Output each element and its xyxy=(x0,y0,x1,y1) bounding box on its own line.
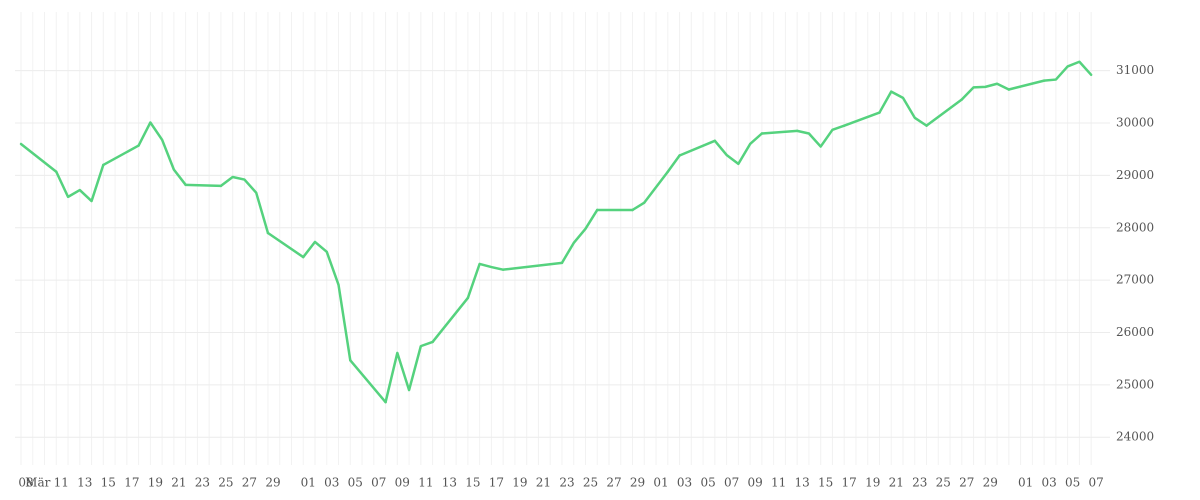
line xyxy=(795,124,846,148)
x-tick-label: 25 xyxy=(936,476,951,490)
line-bridge xyxy=(842,111,881,127)
line-bridge xyxy=(501,261,564,271)
y-tick-label: 27000 xyxy=(1116,273,1154,287)
y-tick-label: 24000 xyxy=(1116,430,1154,444)
x-tick-label: 17 xyxy=(124,476,139,490)
x-tick-label: 19 xyxy=(148,476,163,490)
line-bridge xyxy=(349,359,387,404)
x-tick-label: Mär xyxy=(25,476,50,490)
x-tick-label: 27 xyxy=(959,476,974,490)
x-tick-label: 29 xyxy=(983,476,998,490)
line-bridge xyxy=(102,144,140,167)
line xyxy=(384,340,434,404)
x-tick-label: 29 xyxy=(265,476,280,490)
x-tick-label: 11 xyxy=(54,476,69,490)
line-bridge xyxy=(678,139,717,157)
x-tick-label: 03 xyxy=(677,476,692,490)
line xyxy=(219,175,270,235)
x-tick-label: 17 xyxy=(489,476,504,490)
line-bridge xyxy=(1007,79,1046,91)
x-tick-label: 01 xyxy=(653,476,668,490)
x-tick-label: 21 xyxy=(536,476,551,490)
x-tick-label: 15 xyxy=(101,476,116,490)
line-bridge xyxy=(266,231,305,259)
x-tick-label: 25 xyxy=(218,476,233,490)
x-tick-label: 27 xyxy=(606,476,621,490)
x-tick-label: 07 xyxy=(724,476,739,490)
x-tick-label: 29 xyxy=(630,476,645,490)
line-bridge xyxy=(431,296,470,344)
line xyxy=(878,90,928,127)
x-tick-label: 05 xyxy=(700,476,715,490)
x-tick-label: 25 xyxy=(583,476,598,490)
line-bridge xyxy=(760,129,799,135)
y-tick-label: 30000 xyxy=(1116,116,1154,130)
line-bridge xyxy=(184,183,223,188)
x-tick-label: 17 xyxy=(842,476,857,490)
x-tick-label: 11 xyxy=(418,476,433,490)
x-tick-label: 27 xyxy=(242,476,257,490)
line xyxy=(55,163,105,203)
y-tick-label: 26000 xyxy=(1116,325,1154,339)
x-tick-label: 07 xyxy=(1089,476,1104,490)
x-tick-label: 19 xyxy=(865,476,880,490)
x-tick-label: 09 xyxy=(395,476,410,490)
x-tick-label: 23 xyxy=(912,476,927,490)
x-tick-label: 08 xyxy=(18,476,33,490)
x-tick-label: 09 xyxy=(747,476,762,490)
line-bridge xyxy=(19,142,58,173)
y-tick-label: 29000 xyxy=(1116,168,1154,182)
line xyxy=(960,82,1011,101)
x-tick-label: 05 xyxy=(348,476,363,490)
x-tick-label: 15 xyxy=(818,476,833,490)
line xyxy=(137,121,187,187)
line xyxy=(560,208,599,265)
x-tick-label: 13 xyxy=(77,476,92,490)
line xyxy=(301,240,352,362)
x-tick-label: 13 xyxy=(795,476,810,490)
x-tick-label: 07 xyxy=(371,476,386,490)
x-tick-label: 13 xyxy=(442,476,457,490)
line xyxy=(1042,60,1093,82)
y-tick-label: 28000 xyxy=(1116,220,1154,234)
x-tick-label: 23 xyxy=(559,476,574,490)
x-tick-label: 19 xyxy=(512,476,527,490)
x-tick-label: 03 xyxy=(324,476,339,490)
line xyxy=(466,262,505,300)
x-tick-label: 15 xyxy=(465,476,480,490)
line xyxy=(713,132,764,166)
x-tick-label: 11 xyxy=(771,476,786,490)
line xyxy=(631,201,646,212)
line-bridge xyxy=(643,170,670,204)
x-tick-label: 21 xyxy=(889,476,904,490)
x-tick-label: 21 xyxy=(171,476,186,490)
x-tick-label: 01 xyxy=(301,476,316,490)
y-tick-label: 31000 xyxy=(1116,63,1154,77)
line xyxy=(666,154,681,173)
x-tick-label: 01 xyxy=(1018,476,1033,490)
y-tick-label: 25000 xyxy=(1116,377,1154,391)
x-tick-label: 03 xyxy=(1041,476,1056,490)
x-tick-label: 23 xyxy=(195,476,210,490)
line-bridge xyxy=(925,98,964,127)
x-tick-label: 05 xyxy=(1065,476,1080,490)
